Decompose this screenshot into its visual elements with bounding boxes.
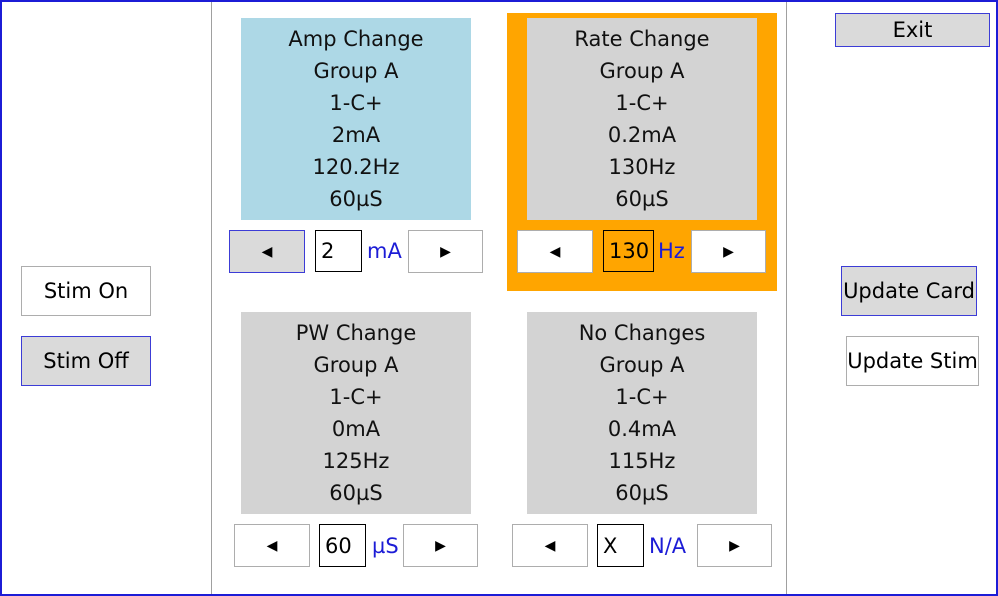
pw-value-field[interactable]: 60 (319, 524, 366, 567)
card-panel (211, 2, 787, 594)
rate-decrement-button[interactable]: ◀ (517, 230, 593, 273)
right-triangle-icon: ▶ (723, 243, 734, 260)
card-contact: 1-C+ (615, 91, 669, 115)
exit-button[interactable]: Exit (835, 13, 990, 47)
right-triangle-icon: ▶ (729, 537, 740, 554)
nc-unit-label: N/A (649, 534, 687, 558)
right-triangle-icon: ▶ (440, 243, 451, 260)
card-pulse-width: 60µS (615, 187, 669, 211)
card-contact: 1-C+ (329, 91, 383, 115)
card-contact: 1-C+ (329, 385, 383, 409)
pw-change-card[interactable]: PW Change Group A 1-C+ 0mA 125Hz 60µS (241, 312, 471, 514)
nc-increment-button[interactable]: ▶ (697, 524, 772, 567)
rate-value-field[interactable]: 130 (603, 230, 654, 272)
card-contact: 1-C+ (615, 385, 669, 409)
left-triangle-icon: ◀ (261, 243, 273, 260)
card-pulse-width: 60µS (329, 481, 383, 505)
amp-decrement-button[interactable]: ◀ (229, 230, 305, 273)
stim-on-button[interactable]: Stim On (21, 266, 151, 316)
left-triangle-icon: ◀ (544, 537, 556, 554)
amp-increment-button[interactable]: ▶ (408, 230, 483, 273)
card-rate: 130Hz (608, 155, 676, 179)
pw-unit-label: µS (372, 534, 399, 558)
card-rate: 125Hz (322, 449, 390, 473)
stim-off-button[interactable]: Stim Off (21, 336, 151, 386)
card-group: Group A (313, 353, 399, 377)
card-amplitude: 0.4mA (607, 417, 677, 441)
rate-unit-label: Hz (658, 239, 685, 263)
amp-value-field[interactable]: 2 (315, 230, 362, 272)
amp-change-card[interactable]: Amp Change Group A 1-C+ 2mA 120.2Hz 60µS (241, 18, 471, 220)
update-stim-button[interactable]: Update Stim (846, 336, 979, 386)
card-amplitude: 2mA (331, 123, 381, 147)
card-group: Group A (313, 59, 399, 83)
card-amplitude: 0mA (331, 417, 381, 441)
card-title: Rate Change (574, 27, 710, 51)
card-title: Amp Change (288, 27, 424, 51)
card-title: PW Change (295, 321, 417, 345)
rate-increment-button[interactable]: ▶ (691, 230, 766, 273)
left-triangle-icon: ◀ (266, 537, 278, 554)
pw-increment-button[interactable]: ▶ (403, 524, 478, 567)
rate-change-card[interactable]: Rate Change Group A 1-C+ 0.2mA 130Hz 60µ… (527, 18, 757, 220)
card-rate: 120.2Hz (312, 155, 400, 179)
card-title: No Changes (578, 321, 706, 345)
amp-unit-label: mA (367, 239, 402, 263)
update-card-button[interactable]: Update Card (841, 266, 977, 316)
left-triangle-icon: ◀ (549, 243, 561, 260)
card-pulse-width: 60µS (615, 481, 669, 505)
card-group: Group A (599, 59, 685, 83)
nc-decrement-button[interactable]: ◀ (512, 524, 588, 567)
nc-value-field[interactable]: X (597, 524, 644, 567)
pw-decrement-button[interactable]: ◀ (234, 524, 310, 567)
card-amplitude: 0.2mA (607, 123, 677, 147)
right-triangle-icon: ▶ (435, 537, 446, 554)
card-pulse-width: 60µS (329, 187, 383, 211)
card-group: Group A (599, 353, 685, 377)
card-rate: 115Hz (608, 449, 676, 473)
no-changes-card[interactable]: No Changes Group A 1-C+ 0.4mA 115Hz 60µS (527, 312, 757, 514)
